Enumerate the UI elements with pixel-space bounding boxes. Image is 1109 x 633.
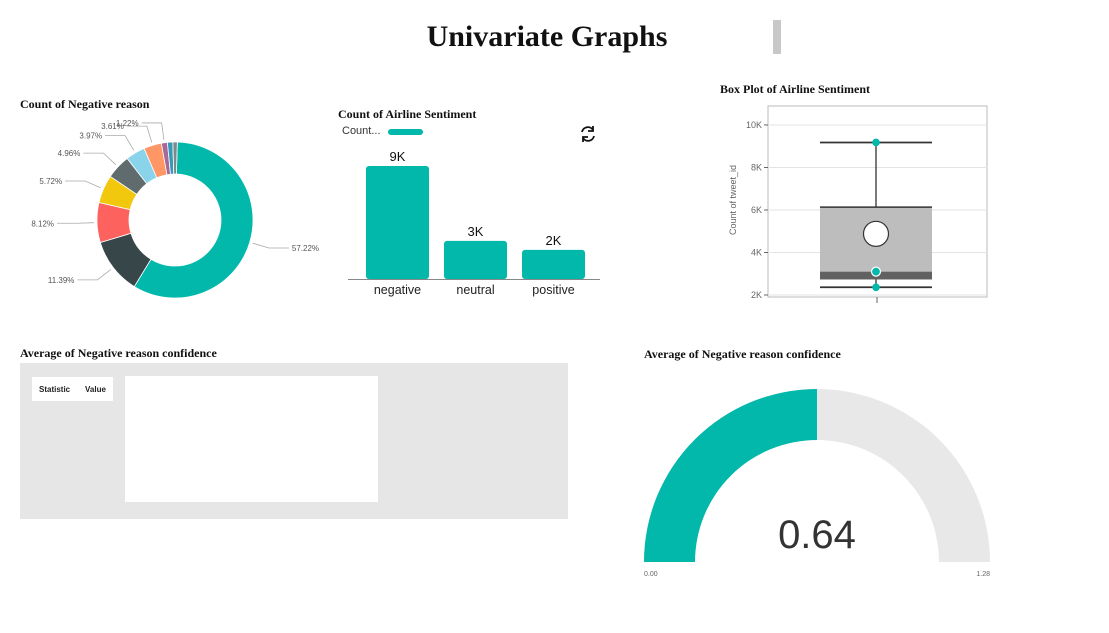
- donut-slice[interactable]: [133, 141, 254, 299]
- box-y-tick-label: 2K: [751, 290, 762, 300]
- donut-data-label: 8.12%: [31, 219, 54, 228]
- gauge-min-label: 0.00: [644, 571, 658, 578]
- bar-data-label: 3K: [468, 224, 484, 239]
- gauge-title: Average of Negative reason confidence: [644, 347, 841, 361]
- table-header: Statistic Value: [32, 377, 113, 401]
- page-title: Univariate Graphs: [426, 20, 668, 53]
- donut-title: Count of Negative reason: [20, 97, 150, 111]
- box-y-tick-label: 4K: [751, 248, 762, 258]
- donut-data-label: 5.72%: [39, 177, 62, 186]
- gauge-chart[interactable]: 0.64 0.00 1.28: [630, 370, 1010, 590]
- gauge-max-label: 1.28: [976, 571, 990, 578]
- gauge-value-label: 0.64: [778, 513, 856, 557]
- bar-category-label: positive: [532, 283, 574, 297]
- donut-leader-line: [126, 125, 153, 143]
- bar-title: Count of Airline Sentiment: [338, 107, 477, 121]
- bar[interactable]: [366, 165, 429, 279]
- box-y-tick-label: 6K: [751, 205, 762, 215]
- col-value[interactable]: Value: [85, 385, 106, 394]
- box-plot[interactable]: 2K 4K 6K 8K 10K Count of tweet_id: [720, 100, 1000, 320]
- title-decoration: [773, 20, 781, 54]
- box-data-point[interactable]: [872, 138, 880, 147]
- donut-leader-line: [83, 152, 117, 166]
- donut-slice[interactable]: [172, 141, 178, 175]
- donut-leader-line: [77, 269, 112, 281]
- donut-leader-line: [57, 222, 95, 224]
- donut-data-label: 3.61%: [101, 122, 124, 131]
- table-body: [125, 376, 378, 502]
- bar-category-label: neutral: [456, 283, 494, 297]
- donut-data-label: 1.22%: [116, 119, 139, 128]
- bar-legend-label: Count...: [342, 125, 381, 137]
- box-data-point[interactable]: [870, 266, 882, 277]
- box-y-tick-label: 10K: [746, 120, 762, 130]
- donut-leader-line: [141, 122, 165, 140]
- donut-data-label: 3.97%: [79, 132, 102, 141]
- refresh-icon[interactable]: [578, 124, 598, 144]
- donut-data-label: 11.39%: [48, 276, 75, 285]
- box-mean-marker: [862, 220, 890, 247]
- donut-leader-line: [252, 242, 289, 249]
- donut-data-label: 4.96%: [58, 149, 81, 158]
- table-title: Average of Negative reason confidence: [20, 346, 217, 360]
- bar-legend-swatch: [388, 129, 423, 135]
- bar-data-label: 2K: [546, 233, 562, 248]
- bar-category-label: negative: [374, 283, 421, 297]
- col-statistic[interactable]: Statistic: [39, 385, 71, 394]
- donut-chart[interactable]: 57.22% 11.39% 8.12% 5.72% 4.96% 3.97%3.61%1.2…: [0, 110, 330, 310]
- gauge-fill[interactable]: [644, 389, 817, 562]
- box-title: Box Plot of Airline Sentiment: [720, 82, 870, 96]
- box-y-tick-label: 8K: [751, 163, 762, 173]
- donut-leader-line: [65, 180, 101, 189]
- bar-chart[interactable]: 9K negative 3K neutral 2K positive: [330, 140, 620, 305]
- box-data-point[interactable]: [872, 283, 880, 292]
- box-y-axis-label: Count of tweet_id: [728, 165, 738, 235]
- donut-data-label: 57.22%: [292, 244, 319, 253]
- bar[interactable]: [444, 240, 507, 279]
- bar[interactable]: [522, 249, 585, 279]
- bar-data-label: 9K: [390, 149, 406, 164]
- donut-leader-line: [105, 135, 135, 151]
